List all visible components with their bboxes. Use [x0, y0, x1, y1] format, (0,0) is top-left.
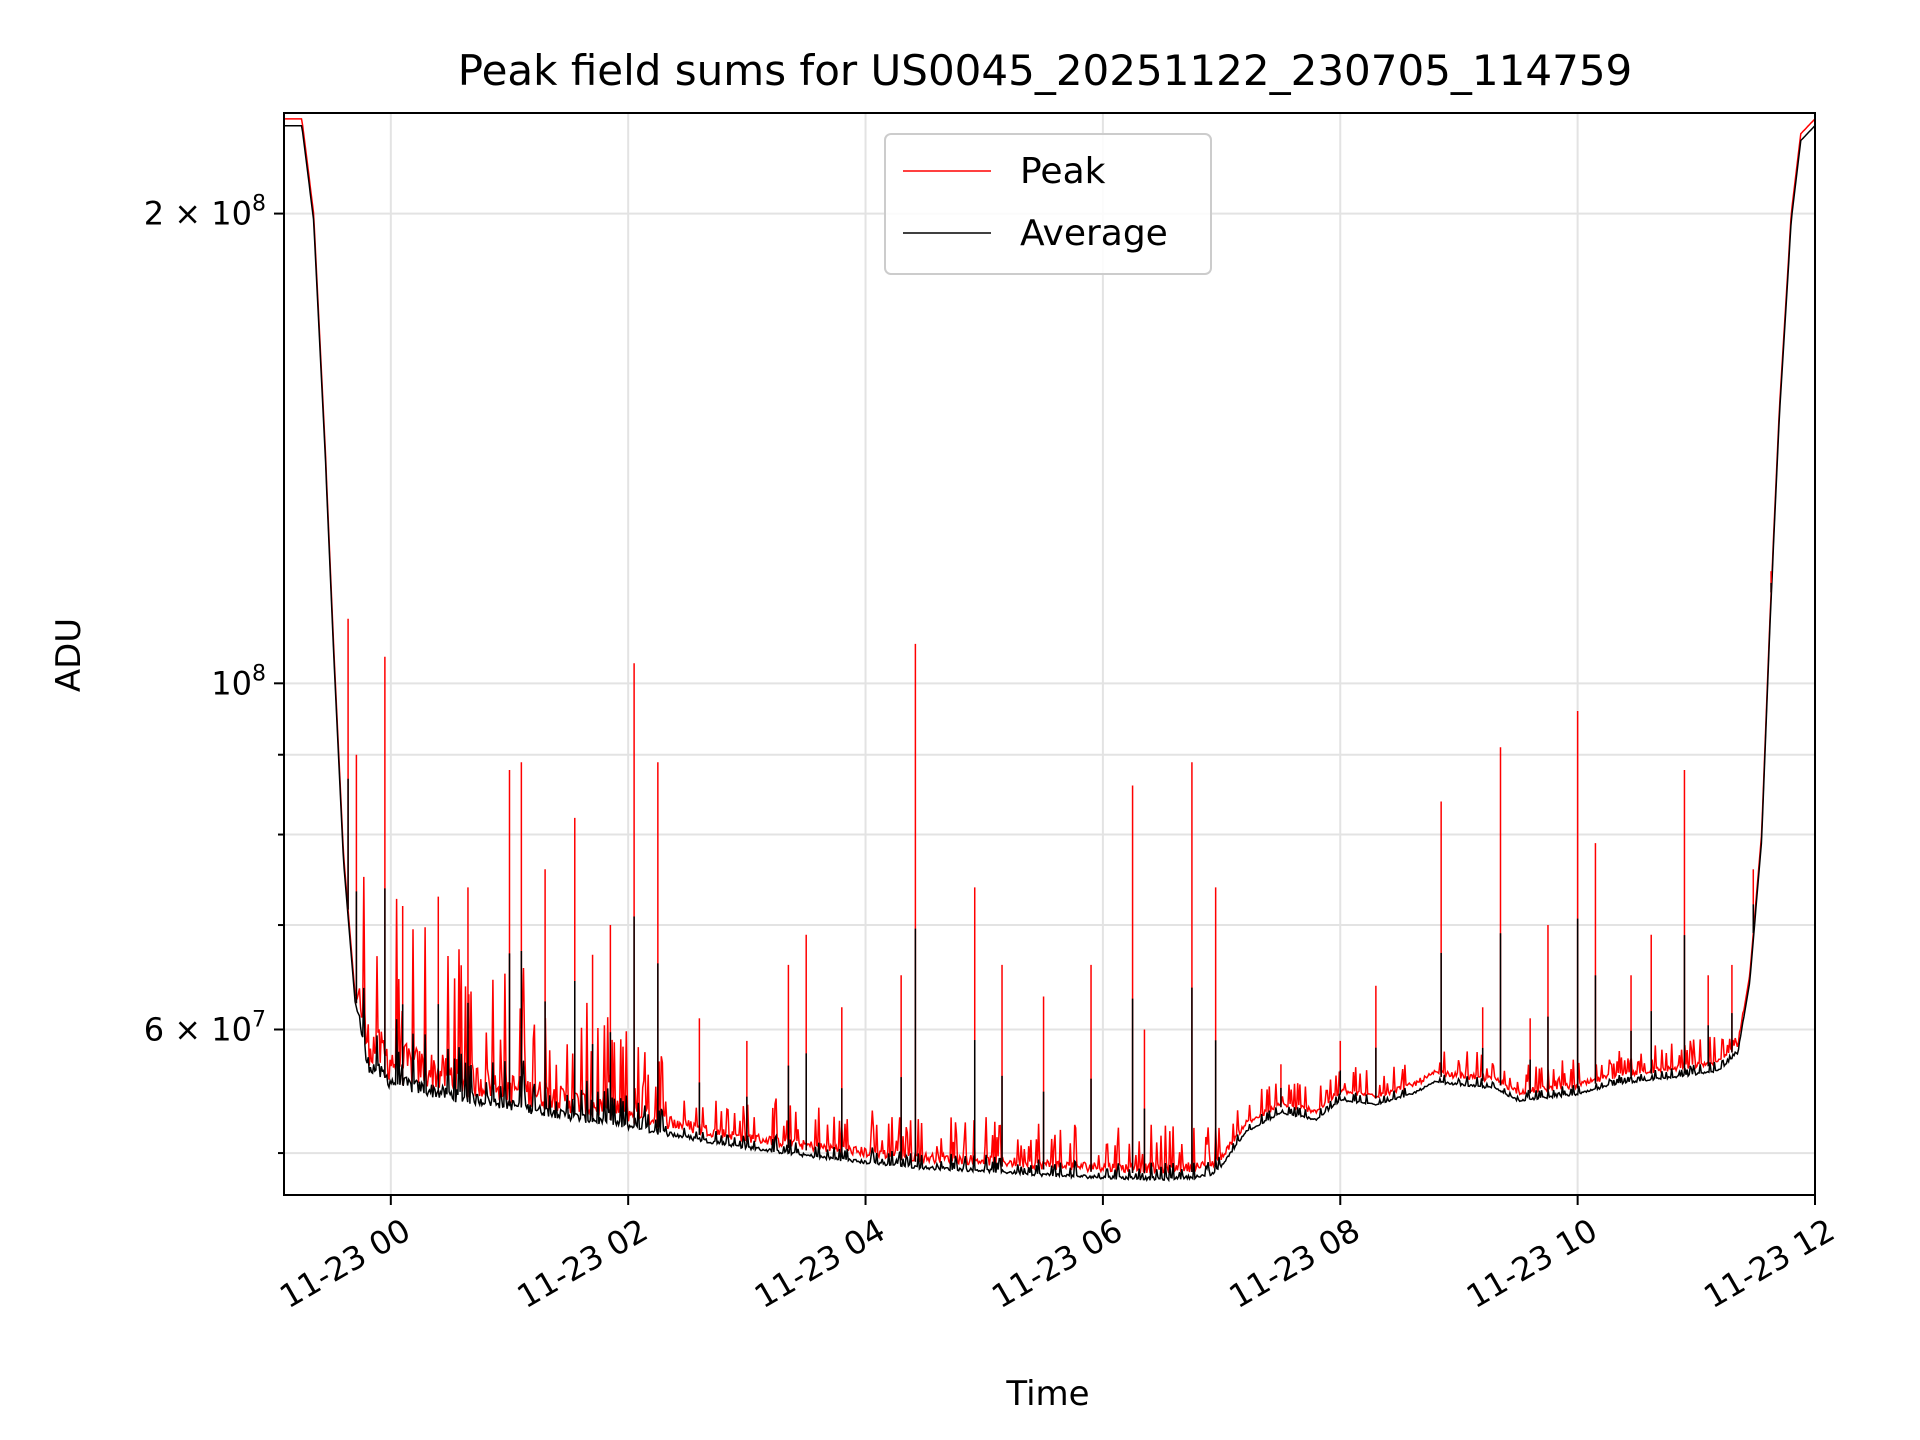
legend-peak-label: Peak — [1020, 151, 1106, 192]
x-tick-label-0: 11-23 00 — [273, 1211, 417, 1316]
legend-box — [884, 133, 1212, 275]
y-axis: 2 × 108 108 6 × 107 — [144, 192, 284, 1155]
x-axis-label: Time — [1005, 1374, 1089, 1414]
y-tick-label-0: 2 × 108 — [144, 192, 266, 233]
legend-average-label: Average — [1020, 213, 1168, 254]
y-axis-label: ADU — [49, 618, 89, 692]
plot-frame — [283, 112, 1816, 1196]
chart-title: Peak field sums for US0045_20251122_2307… — [458, 46, 1633, 95]
y-tick-label-1: 108 — [211, 661, 266, 702]
y-tick-label-2: 6 × 107 — [144, 1008, 266, 1049]
series-peak-line — [284, 118, 1815, 1175]
plot-area — [284, 118, 1815, 1183]
x-tick-label-2: 11-23 04 — [748, 1211, 892, 1316]
legend: Peak Average — [884, 133, 1212, 275]
x-tick-label-5: 11-23 10 — [1460, 1211, 1604, 1316]
grid-lines — [284, 113, 1815, 1195]
x-tick-label-6: 11-23 12 — [1697, 1211, 1841, 1316]
x-tick-label-3: 11-23 06 — [985, 1211, 1129, 1316]
x-tick-label-1: 11-23 02 — [511, 1211, 655, 1316]
x-tick-label-4: 11-23 08 — [1223, 1211, 1367, 1316]
series-average-line — [284, 124, 1815, 1183]
x-axis: 11-23 00 11-23 02 11-23 04 11-23 06 11-23 08… — [273, 1195, 1841, 1316]
